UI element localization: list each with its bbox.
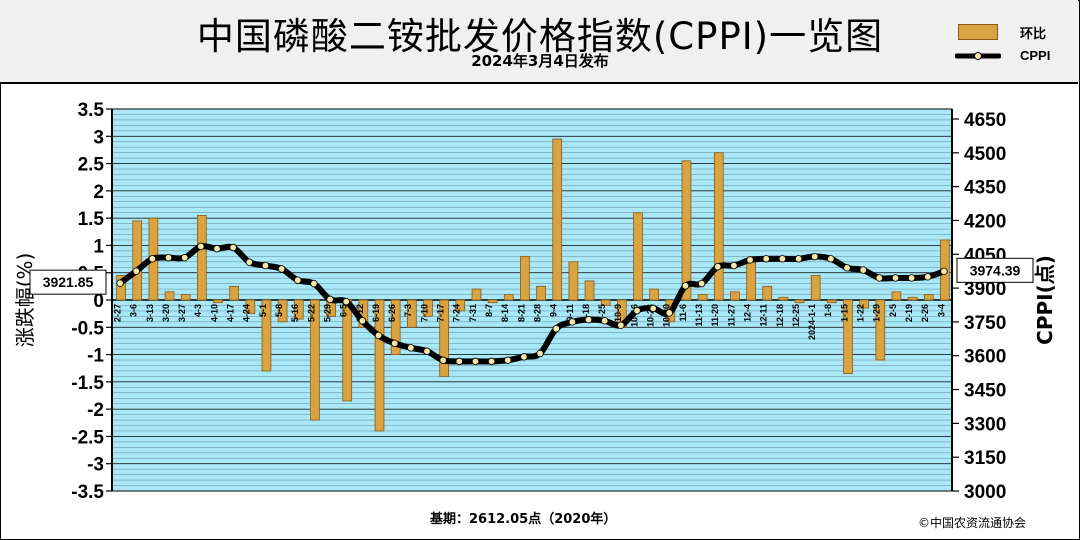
chart-subtitle: 2024年3月4日发布 bbox=[471, 52, 609, 70]
legend-bar-swatch bbox=[958, 24, 998, 40]
legend-line-label: CPPI bbox=[1020, 48, 1051, 63]
chart-header bbox=[0, 0, 1078, 84]
footer-copyright: ©中国农资流通协会 bbox=[918, 516, 1027, 530]
chart-title: 中国磷酸二铵批发价格指数(CPPI)一览图 bbox=[196, 15, 884, 58]
footer-base-note: 基期：2612.05点（2020年） bbox=[430, 512, 617, 527]
legend-line-swatch bbox=[955, 52, 1001, 60]
legend-bar-label: 环比 bbox=[1020, 26, 1047, 41]
